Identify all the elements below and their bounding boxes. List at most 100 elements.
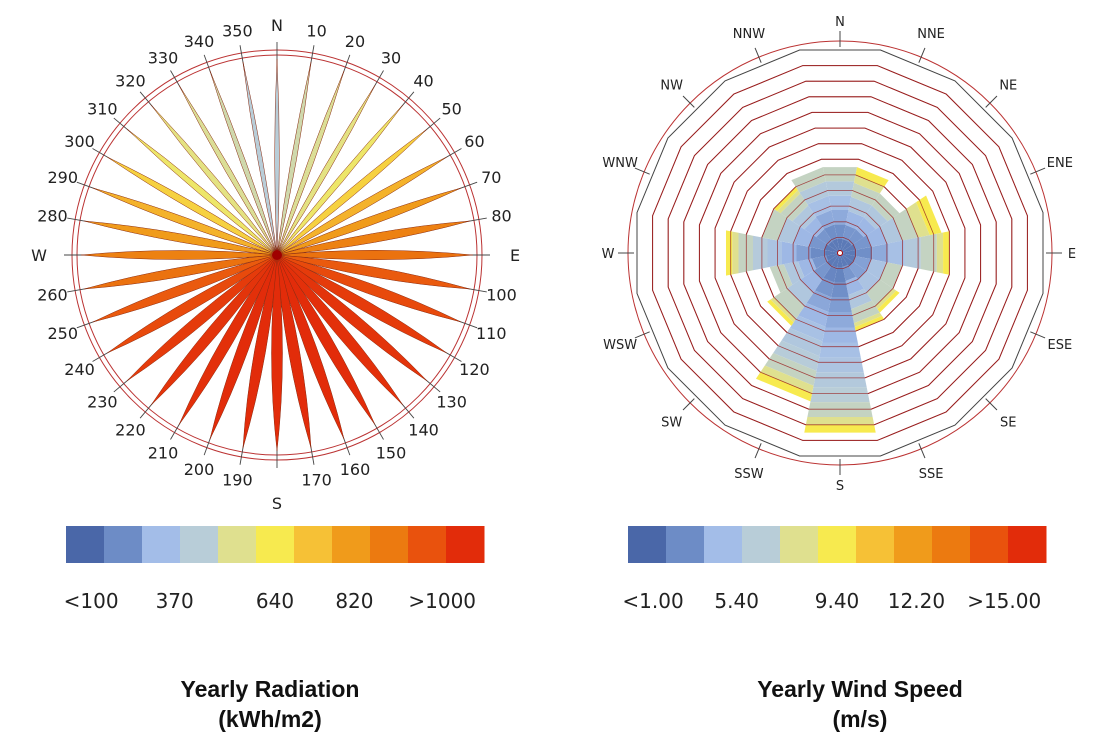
wind-ring (636, 49, 1044, 457)
wind-ring-overlay (761, 174, 919, 332)
wind-petal (847, 229, 864, 246)
wind-ring-overlay (808, 221, 872, 285)
wind-petal (781, 328, 823, 357)
radiation-angle-label: 250 (47, 324, 78, 343)
wind-legend-swatch (666, 526, 705, 563)
radiation-angle-label: 70 (481, 168, 501, 187)
wind-units: (m/s) (832, 706, 888, 732)
radiation-legend-swatch (256, 526, 295, 563)
wind-petal (879, 262, 903, 289)
wind-petal (863, 205, 888, 230)
wind-petal-high (853, 312, 883, 328)
radiation-center-dot (272, 250, 282, 260)
radiation-cardinal-s: S (272, 494, 282, 513)
wind-petal (822, 327, 858, 343)
wind-petal (840, 249, 857, 257)
wind-petal (811, 255, 829, 269)
radiation-angle-label: 240 (64, 360, 95, 379)
radiation-angle-label: 130 (436, 393, 467, 412)
wind-petal (769, 264, 793, 293)
wind-petal (871, 193, 900, 222)
wind-petal (783, 261, 805, 285)
wind-petal-high (777, 190, 801, 214)
wind-direction-tick (634, 167, 650, 175)
wind-ring-overlay (745, 158, 935, 348)
wind-petal (798, 303, 829, 327)
wind-petal (789, 315, 826, 342)
wind-petal (792, 205, 817, 230)
wind-petal (815, 210, 835, 229)
wind-direction-label: W (602, 247, 615, 262)
wind-direction-label: ESE (1048, 338, 1073, 353)
radiation-petal (276, 254, 404, 406)
wind-petal (842, 264, 856, 282)
wind-petal (781, 241, 797, 265)
wind-ring-overlay (667, 80, 1013, 426)
wind-legend-swatch (894, 526, 933, 563)
radiation-petal (276, 254, 447, 354)
wind-direction-tick (634, 331, 650, 339)
wind-ring-overlay (730, 143, 950, 363)
radiation-angle-label: 220 (115, 421, 146, 440)
wind-petal (831, 253, 840, 268)
wind-ring-overlay (699, 112, 981, 395)
wind-petal (856, 246, 873, 260)
wind-petal-high (755, 372, 813, 402)
wind-direction-tick (985, 95, 998, 108)
wind-legend-swatch (1008, 526, 1047, 563)
wind-direction-label: SSW (734, 467, 764, 482)
wind-petal (840, 238, 848, 253)
radiation-legend-label: 640 (256, 589, 294, 613)
radiation-petal (271, 254, 283, 452)
radiation-petal (276, 61, 312, 256)
wind-petal (840, 244, 856, 253)
radiation-angle-label: 80 (491, 206, 511, 225)
wind-direction-tick (918, 443, 926, 459)
radiation-petal (80, 250, 278, 260)
wind-petal (842, 224, 856, 242)
radiation-petal (126, 254, 278, 382)
radiation-units: (kWh/m2) (218, 706, 322, 732)
wind-direction-label: NNW (733, 27, 765, 42)
wind-legend-swatch (780, 526, 819, 563)
radiation-angle-label: 100 (486, 286, 517, 305)
wind-ring-overlay (824, 236, 856, 270)
wind-petal (855, 217, 876, 238)
wind-legend-label: 12.20 (888, 589, 945, 613)
wind-petal (816, 357, 864, 373)
wind-petal-high (854, 315, 885, 332)
wind-direction-tick (682, 95, 695, 108)
wind-petal-high (875, 288, 897, 310)
wind-petal (738, 232, 753, 274)
wind-petal (773, 288, 805, 320)
wind-direction-tick (1030, 167, 1046, 175)
wind-petal-high (936, 232, 944, 274)
wind-legend-label: 9.40 (815, 589, 860, 613)
radiation-petal (209, 70, 278, 256)
wind-petal (819, 342, 861, 358)
radiation-petal (150, 254, 278, 406)
wind-petal-high (760, 365, 814, 394)
radiation-legend-label: >1000 (408, 589, 476, 613)
radiation-petal (92, 187, 278, 256)
wind-petal (813, 372, 867, 388)
wind-direction-label: E (1068, 247, 1076, 262)
wind-petal-high (916, 195, 942, 236)
radiation-petal (242, 61, 278, 256)
wind-petal-high (732, 231, 739, 275)
radiation-legend-label: <100 (64, 589, 119, 613)
wind-petal (831, 238, 840, 253)
radiation-angle-label: 160 (340, 460, 371, 479)
radiation-petal (92, 254, 278, 323)
wind-petal-high (853, 174, 885, 194)
wind-petal (807, 195, 832, 217)
radiation-petal (276, 254, 428, 382)
wind-petal (804, 217, 825, 238)
radiation-legend-label: 370 (156, 589, 194, 613)
wind-petal (828, 297, 852, 313)
radiation-legend-swatch (370, 526, 409, 563)
wind-petal (845, 276, 864, 296)
wind-petal-high (805, 416, 875, 425)
wind-petal (796, 244, 811, 262)
